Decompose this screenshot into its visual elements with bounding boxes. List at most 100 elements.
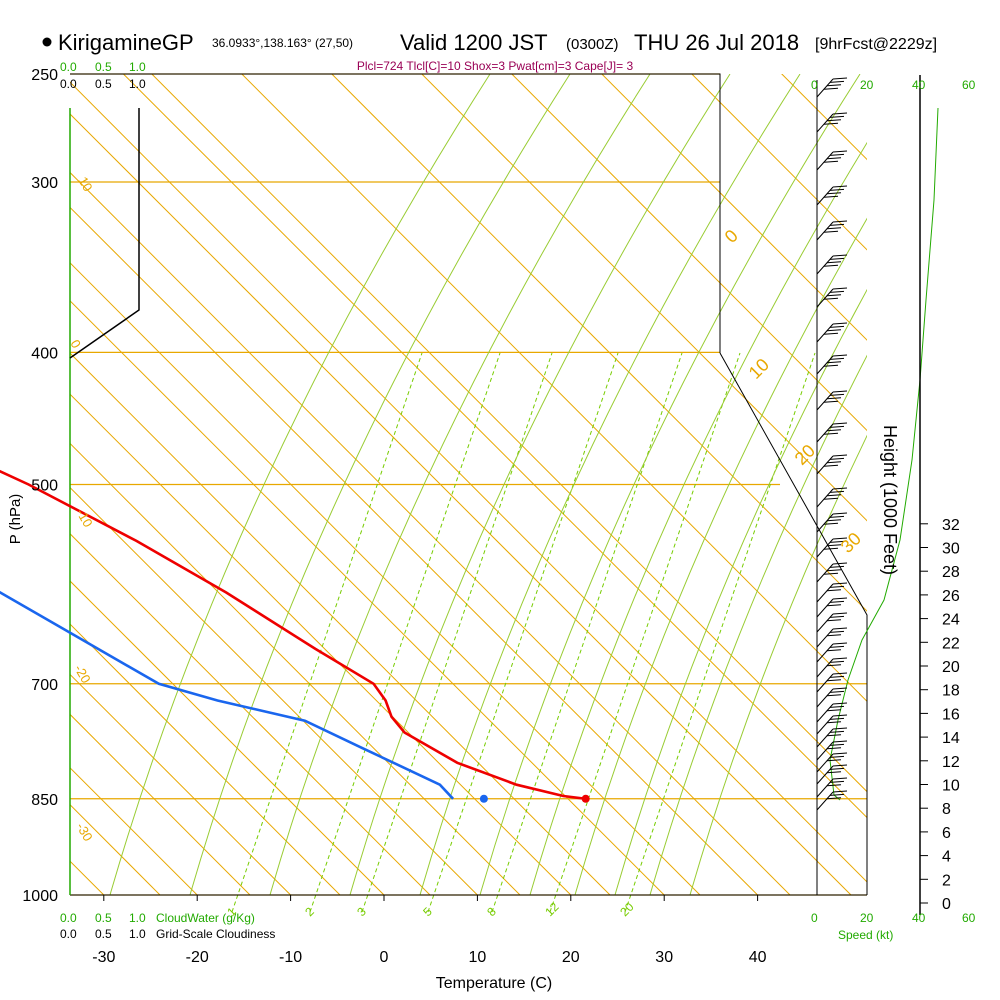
mixing-ratio-label: 2: [302, 904, 317, 919]
isotherm-label: 20: [791, 441, 819, 469]
dry-adiabat-line: [151, 74, 867, 793]
height-tick-label: 2: [942, 872, 951, 889]
moist-adiabat-line: [614, 288, 867, 895]
wind-barb-flag: [823, 464, 839, 467]
height-tick-label: 12: [942, 754, 960, 771]
wind-barb-flag: [826, 747, 842, 750]
wind-barb-flag: [829, 767, 845, 770]
wind-barb: [816, 255, 834, 275]
wind-barb: [816, 186, 834, 206]
dewpoint-profile-line: [0, 590, 455, 800]
wind-barb-flag: [829, 705, 845, 708]
wind-barb-flag: [823, 522, 839, 525]
valid-date: THU 26 Jul 2018: [634, 30, 799, 55]
wind-barb-flag: [823, 122, 839, 125]
surface-temperature-dot: [581, 794, 590, 803]
wind-barb-flag: [829, 755, 845, 758]
mixing-ratio-line: [309, 352, 501, 913]
wind-barb-flag: [826, 569, 842, 572]
wind-barb-flag: [832, 727, 848, 730]
wind-barb-flag: [832, 537, 848, 540]
wind-barb-flag: [832, 220, 848, 223]
wind-scale-top-3: 60: [962, 78, 976, 92]
pressure-tick-label: 300: [31, 175, 58, 192]
wind-barb-flag: [832, 582, 848, 585]
wind-barb-flag: [832, 740, 848, 743]
wind-barb-flag: [832, 112, 848, 115]
wind-barb-flag: [826, 519, 842, 522]
dry-adiabat-line: [511, 74, 867, 432]
wind-barb-flag: [823, 160, 839, 163]
pressure-axis-label: P (hPa): [7, 494, 24, 545]
wind-barb-flag: [829, 153, 845, 156]
dry-adiabat-line: [70, 352, 611, 895]
wind-barb-flag: [832, 687, 848, 690]
moist-adiabat-line: [419, 74, 801, 895]
wind-barb-flag: [826, 157, 842, 160]
wind-barb: [816, 583, 834, 603]
temperature-tick-label: -20: [186, 949, 209, 966]
dry-adiabat-line: [601, 74, 867, 341]
wind-barb-flag: [826, 329, 842, 332]
wind-barb-flag: [823, 195, 839, 198]
wind-barb-flag: [829, 645, 845, 648]
wind-scale-bottom-1: 20: [860, 911, 874, 925]
mixing-ratio-label: 5: [420, 904, 435, 919]
isotherm-label: -30: [73, 820, 95, 844]
wind-barb-flag: [829, 565, 845, 568]
cloudiness-scale-bottom-2: 1.0: [129, 927, 146, 941]
wind-barb-flag: [829, 290, 845, 293]
pressure-tick-label: 850: [31, 792, 58, 809]
wind-barb-flag: [826, 759, 842, 762]
temperature-tick-labels: -30 -20 -10 0 10 20 30 40: [92, 895, 767, 966]
cloudiness-legend: Grid-Scale Cloudiness: [156, 927, 275, 941]
cloudwater-scale-top-0: 0.0: [60, 60, 77, 74]
wind-barb-flag: [829, 730, 845, 733]
moist-adiabat-line: [479, 74, 861, 895]
moist-adiabat-line: [574, 217, 867, 895]
isotherm-label: 30: [837, 529, 865, 557]
pressure-tick-labels: 250 300 400 500 700 850 1000: [22, 67, 58, 905]
wind-barb: [816, 488, 834, 508]
mixing-ratio-label: 8: [484, 904, 499, 919]
station-name: KirigamineGP: [58, 30, 194, 55]
wind-barb-flag: [826, 361, 842, 364]
cloudwater-scale-bottom-0: 0.0: [60, 911, 77, 925]
wind-barb-flag: [832, 322, 848, 325]
wind-barb-flag: [826, 771, 842, 774]
wind-barb: [816, 563, 834, 583]
isotherm-label: 10: [745, 355, 773, 383]
wind-barb-flag: [823, 230, 839, 233]
wind-barb-flag: [829, 615, 845, 618]
dry-adiabat-line: [70, 533, 431, 895]
wind-barb-flag: [826, 544, 842, 547]
wind-barb-flag: [829, 457, 845, 460]
dry-adiabat-line: [421, 74, 867, 522]
pressure-tick-label: 500: [31, 478, 58, 495]
isotherm-line: [70, 486, 478, 895]
wind-barb-flag: [832, 702, 848, 705]
wind-barb-flag: [823, 264, 839, 267]
wind-barb-flag: [829, 743, 845, 746]
surface-dewpoint-dot: [479, 794, 488, 803]
wind-scale-bottom-3: 60: [962, 911, 976, 925]
wind-barb-flag: [832, 642, 848, 645]
mixing-ratio-line: [624, 352, 816, 913]
cloudiness-scale-bottom-0: 0.0: [60, 927, 77, 941]
height-axis-label: Height (1000 Feet): [880, 425, 900, 575]
wind-barb-flag: [832, 612, 848, 615]
wind-barb: [816, 628, 834, 648]
isotherm-grid: [70, 74, 867, 895]
temperature-tick-label: -10: [279, 949, 302, 966]
isotherm-label: 10: [75, 174, 95, 194]
pressure-tick-label: 1000: [22, 888, 58, 905]
dry-adiabat-line: [70, 713, 251, 895]
moist-adiabat-line: [649, 354, 867, 895]
wind-speed-label: Speed (kt): [838, 928, 893, 942]
wind-barb-flag: [823, 497, 839, 500]
wind-barb-flag: [826, 619, 842, 622]
wind-barb-flag: [826, 679, 842, 682]
wind-barb-flag: [832, 254, 848, 257]
